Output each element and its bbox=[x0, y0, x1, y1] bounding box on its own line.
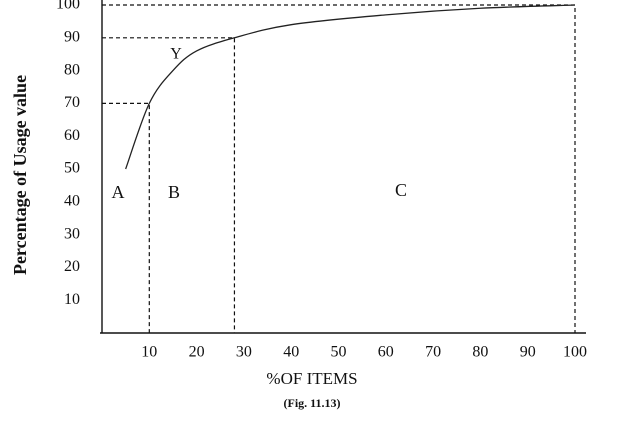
y-tick-label: 20 bbox=[64, 258, 80, 275]
y-tick-label: 50 bbox=[64, 160, 80, 177]
y-tick-label: 80 bbox=[64, 61, 80, 78]
y-axis-label: Percentage of Usage value bbox=[10, 75, 30, 275]
x-tick-label: 70 bbox=[425, 344, 441, 361]
x-tick-label: 100 bbox=[563, 344, 587, 361]
y-tick-label: 40 bbox=[64, 192, 80, 209]
region-label: B bbox=[168, 182, 180, 202]
x-tick-label: 30 bbox=[236, 344, 252, 361]
y-tick-label: 90 bbox=[64, 28, 80, 45]
x-tick-label: 90 bbox=[520, 344, 536, 361]
x-tick-label: 20 bbox=[189, 344, 205, 361]
y-tick-label: 70 bbox=[64, 94, 80, 111]
region-label: A bbox=[112, 182, 125, 202]
x-tick-label: 50 bbox=[331, 344, 347, 361]
x-axis-label: %OF ITEMS bbox=[266, 369, 357, 388]
guide-line bbox=[102, 102, 150, 333]
y-tick-label: 10 bbox=[64, 291, 80, 308]
curve bbox=[125, 4, 576, 170]
y-tick-label: 60 bbox=[64, 127, 80, 144]
guide-line bbox=[102, 37, 236, 333]
caption: (Fig. 11.13) bbox=[284, 396, 341, 410]
x-tick-label: 80 bbox=[472, 344, 488, 361]
y-tick-label: 30 bbox=[64, 225, 80, 242]
x-tick-label: 40 bbox=[283, 344, 299, 361]
y-tick-label: 100 bbox=[56, 0, 80, 13]
region-label: C bbox=[395, 180, 407, 200]
x-tick-label: 10 bbox=[141, 344, 157, 361]
series-label: Y bbox=[170, 46, 182, 63]
x-tick-label: 60 bbox=[378, 344, 394, 361]
